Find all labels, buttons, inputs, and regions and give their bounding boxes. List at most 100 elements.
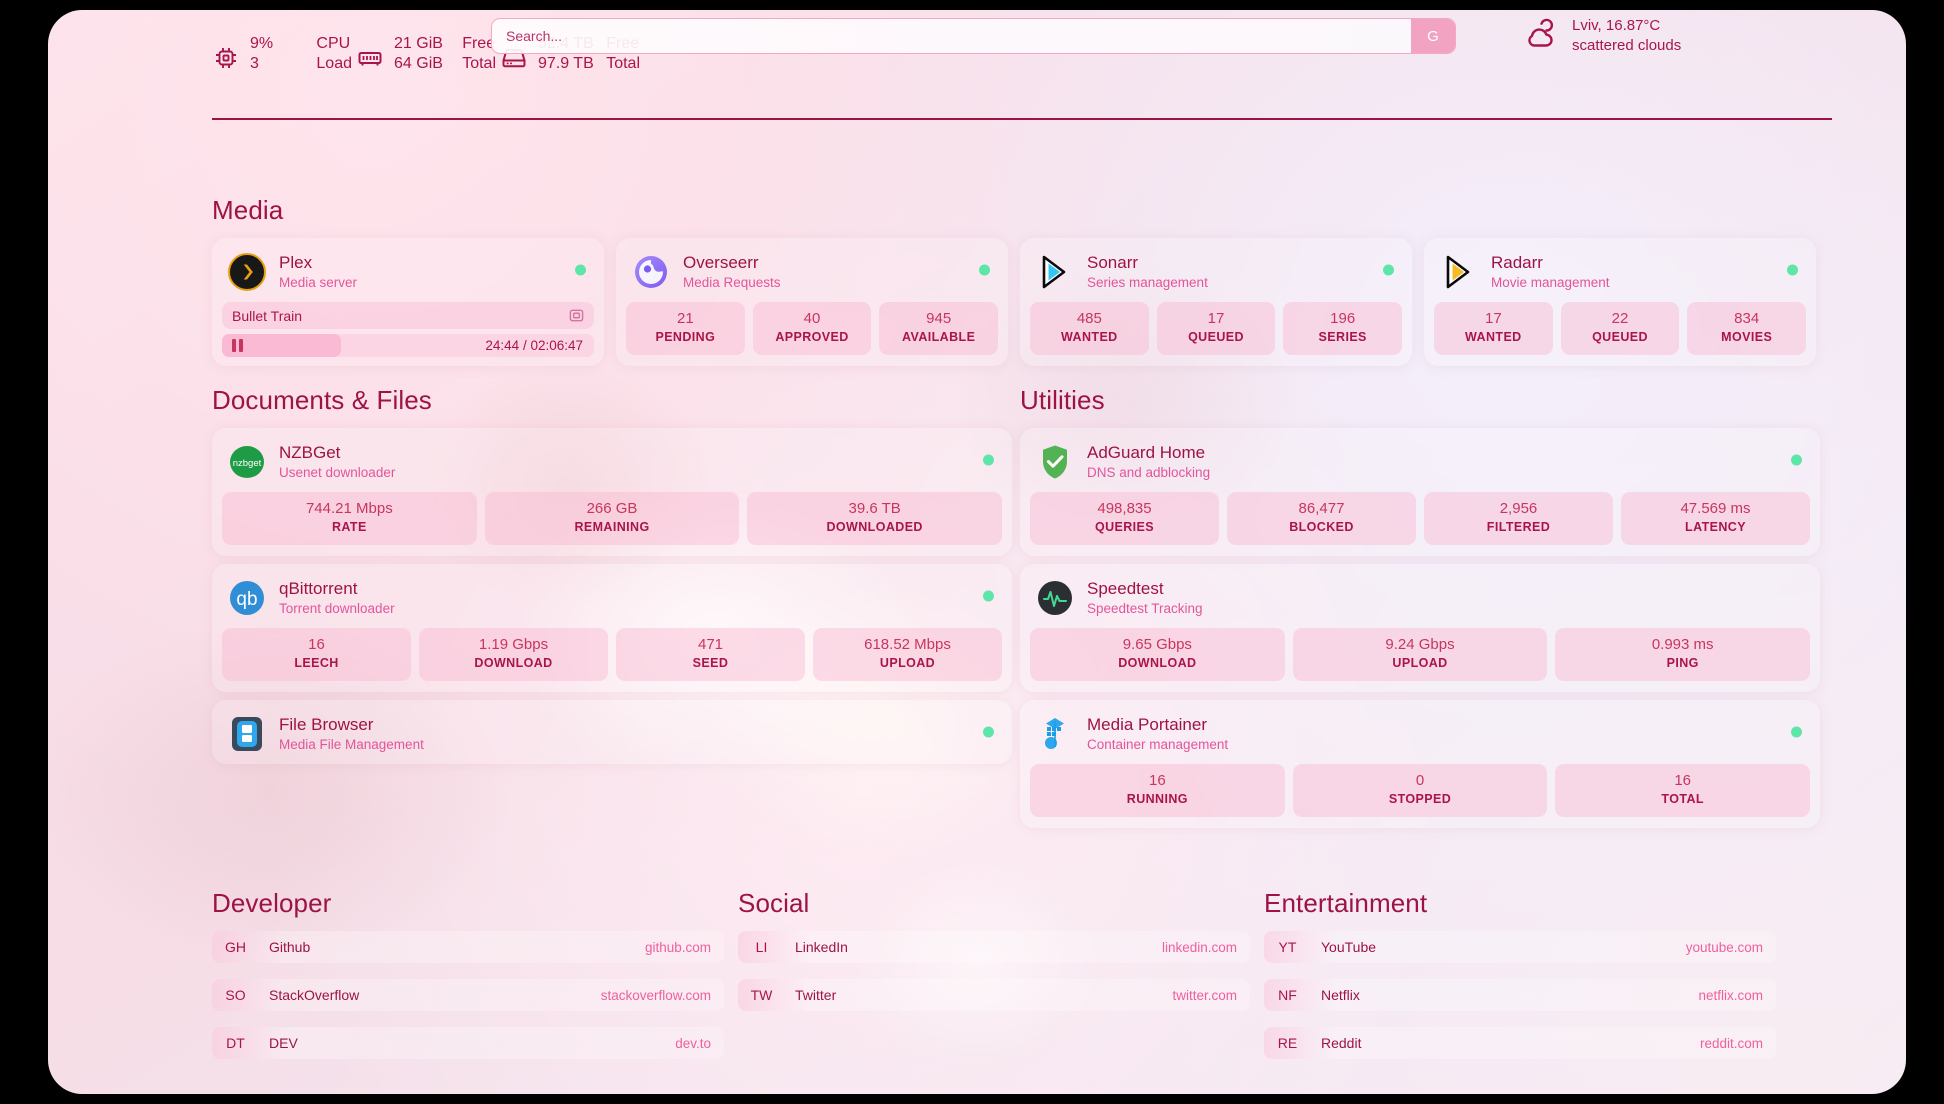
service-card[interactable]: Radarr Movie management 17 WANTED 22 QUE…	[1424, 238, 1816, 366]
stat-tile[interactable]: 16 RUNNING	[1030, 764, 1285, 817]
ram-icon	[356, 44, 384, 72]
cloud-icon	[1523, 18, 1559, 54]
bookmark-item[interactable]: DT DEV dev.to	[212, 1027, 724, 1059]
resource-value-primary: 9%	[250, 35, 274, 52]
stat-tile[interactable]: 834 MOVIES	[1687, 302, 1807, 355]
card-header[interactable]: Sonarr Series management	[1020, 238, 1412, 302]
card-header[interactable]: nzbget NZBGet Usenet downloader	[212, 428, 1012, 492]
resource-value-primary: 21 GiB	[394, 35, 443, 52]
stat-tile[interactable]: 39.6 TB DOWNLOADED	[747, 492, 1003, 545]
stat-tile[interactable]: 1.19 Gbps DOWNLOAD	[419, 628, 608, 681]
bookmark-name: DEV	[269, 1035, 298, 1051]
search-submit-button[interactable]: G	[1411, 19, 1455, 53]
card-header[interactable]: Plex Media server	[212, 238, 604, 302]
playback-progress-bar[interactable]: 24:44 / 02:06:47	[222, 334, 594, 357]
service-card[interactable]: Overseerr Media Requests 21 PENDING 40 A…	[616, 238, 1008, 366]
stat-tile[interactable]: 17 QUEUED	[1156, 302, 1276, 355]
stat-tile[interactable]: 2,956 FILTERED	[1424, 492, 1613, 545]
bookmark-abbreviation: DT	[226, 1035, 245, 1051]
app-subtitle: Media File Management	[279, 737, 424, 752]
stat-tile[interactable]: 17 WANTED	[1434, 302, 1553, 355]
section-title-media: Media	[212, 195, 284, 225]
service-card[interactable]: Plex Media server Bullet Train 24:44 / 0…	[212, 238, 604, 366]
app-subtitle: Series management	[1087, 275, 1208, 290]
stat-tile[interactable]: 471 SEED	[616, 628, 805, 681]
resource-label-primary: Free	[462, 35, 496, 52]
bookmark-item[interactable]: SO StackOverflow stackoverflow.com	[212, 979, 724, 1011]
card-header[interactable]: Overseerr Media Requests	[616, 238, 1008, 302]
bookmark-abbreviation: SO	[225, 987, 246, 1003]
card-header[interactable]: File Browser Media File Management	[212, 700, 1012, 764]
stat-tile[interactable]: 22 QUEUED	[1560, 302, 1680, 355]
status-indicator-online	[983, 454, 994, 466]
bookmark-name: Netflix	[1321, 987, 1360, 1003]
stat-value: 471	[697, 636, 724, 653]
card-header[interactable]: AdGuard Home DNS and adblocking	[1020, 428, 1820, 492]
service-card[interactable]: qb qBittorrent Torrent downloader 16 LEE…	[212, 564, 1012, 692]
service-card[interactable]: AdGuard Home DNS and adblocking 498,835 …	[1020, 428, 1820, 556]
bookmark-url: linkedin.com	[1161, 939, 1237, 955]
stat-tile[interactable]: 16 TOTAL	[1555, 764, 1811, 817]
plex-icon	[228, 253, 266, 291]
service-card[interactable]: Media Portainer Container management 16 …	[1020, 700, 1820, 828]
resource-label-secondary: Total	[606, 55, 640, 72]
stat-tile[interactable]: 21 PENDING	[626, 302, 745, 355]
resource-meter-cpu: 9% 3 CPU Load	[212, 34, 352, 74]
stat-tile[interactable]: 196 SERIES	[1283, 302, 1403, 355]
stat-label: QUEUED	[1188, 330, 1244, 344]
bookmark-item[interactable]: GH Github github.com	[212, 931, 724, 963]
stat-tile[interactable]: 9.65 Gbps DOWNLOAD	[1030, 628, 1285, 681]
bookmark-item[interactable]: NF Netflix netflix.com	[1264, 979, 1776, 1011]
bookmark-name: StackOverflow	[269, 987, 360, 1003]
stat-tile[interactable]: 498,835 QUERIES	[1030, 492, 1219, 545]
stat-tile[interactable]: 47.569 ms LATENCY	[1621, 492, 1810, 545]
stat-tile[interactable]: 40 APPROVED	[752, 302, 872, 355]
search-bar[interactable]: G	[491, 18, 1456, 54]
stat-value: 40	[803, 310, 821, 327]
weather-location-temp: Lviv, 16.87°C	[1572, 17, 1661, 34]
bookmark-name: Github	[269, 939, 311, 955]
stat-value: 39.6 TB	[848, 500, 901, 517]
status-indicator-online	[979, 264, 990, 276]
service-card[interactable]: nzbget NZBGet Usenet downloader 744.21 M…	[212, 428, 1012, 556]
stat-tile[interactable]: 86,477 BLOCKED	[1227, 492, 1416, 545]
service-card[interactable]: Sonarr Series management 485 WANTED 17 Q…	[1020, 238, 1412, 366]
weather-widget: Lviv, 16.87°C scattered clouds	[1523, 16, 1681, 56]
stat-label: REMAINING	[574, 520, 650, 534]
stat-tile[interactable]: 9.24 Gbps UPLOAD	[1292, 628, 1548, 681]
card-header[interactable]: qb qBittorrent Torrent downloader	[212, 564, 1012, 628]
card-header[interactable]: Speedtest Speedtest Tracking	[1020, 564, 1820, 628]
qbittorrent-icon: qb	[228, 579, 266, 617]
bookmark-item[interactable]: YT YouTube youtube.com	[1264, 931, 1776, 963]
stat-tile[interactable]: 618.52 Mbps UPLOAD	[813, 628, 1002, 681]
card-header[interactable]: Media Portainer Container management	[1020, 700, 1820, 764]
bookmark-item[interactable]: LI LinkedIn linkedin.com	[738, 931, 1250, 963]
stat-tile[interactable]: 266 GB REMAINING	[484, 492, 740, 545]
service-card[interactable]: Speedtest Speedtest Tracking 9.65 Gbps D…	[1020, 564, 1820, 692]
stat-label: APPROVED	[775, 330, 849, 344]
bookmark-name: YouTube	[1321, 939, 1377, 955]
bookmark-item[interactable]: RE Reddit reddit.com	[1264, 1027, 1776, 1059]
stat-tile[interactable]: 0.993 ms PING	[1555, 628, 1811, 681]
app-subtitle: Usenet downloader	[279, 465, 396, 480]
pause-icon[interactable]	[232, 339, 243, 352]
sonarr-icon	[1036, 253, 1074, 291]
app-name: Speedtest	[1087, 579, 1164, 598]
stat-tile[interactable]: 744.21 Mbps RATE	[222, 492, 477, 545]
stat-label: PENDING	[655, 330, 716, 344]
stat-tile[interactable]: 0 STOPPED	[1292, 764, 1548, 817]
status-indicator-online	[983, 590, 994, 602]
app-name: NZBGet	[279, 443, 341, 462]
bookmark-item[interactable]: TW Twitter twitter.com	[738, 979, 1250, 1011]
app-name: Media Portainer	[1087, 715, 1208, 734]
stat-tile[interactable]: 945 AVAILABLE	[879, 302, 999, 355]
stat-tile[interactable]: 16 LEECH	[222, 628, 411, 681]
app-name: Plex	[279, 253, 313, 272]
stat-tile[interactable]: 485 WANTED	[1030, 302, 1149, 355]
card-header[interactable]: Radarr Movie management	[1424, 238, 1816, 302]
now-playing-bar[interactable]: Bullet Train	[222, 302, 594, 329]
search-input[interactable]	[492, 19, 1411, 53]
service-card[interactable]: File Browser Media File Management	[212, 700, 1012, 764]
cast-icon[interactable]	[569, 308, 584, 323]
stat-label: SEED	[692, 656, 729, 670]
